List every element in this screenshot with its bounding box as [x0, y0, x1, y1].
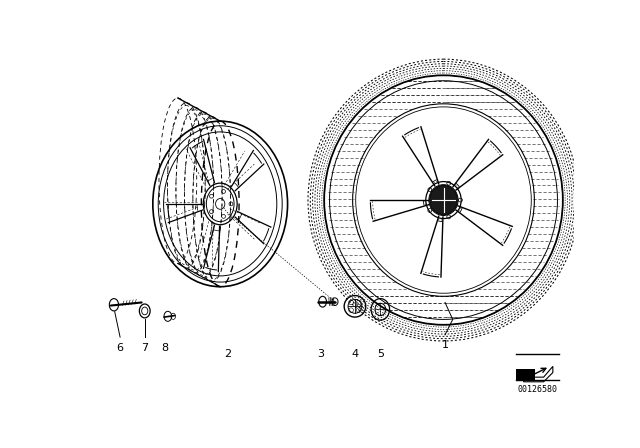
Text: 4: 4: [351, 349, 358, 359]
Text: 7: 7: [141, 343, 148, 353]
Text: 8: 8: [161, 343, 168, 353]
Text: 1: 1: [442, 340, 449, 350]
Text: 6: 6: [116, 343, 124, 353]
Ellipse shape: [429, 185, 458, 215]
Text: 00126580: 00126580: [518, 385, 557, 394]
Bar: [516, 370, 535, 380]
Text: 2: 2: [225, 349, 232, 359]
Text: 3: 3: [317, 349, 324, 359]
Text: 5: 5: [377, 349, 384, 359]
